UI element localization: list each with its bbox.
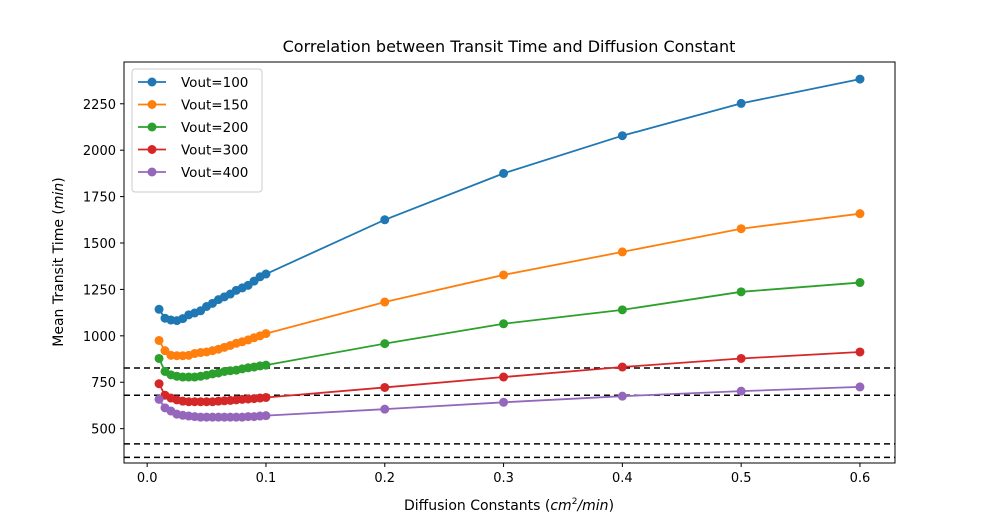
- series-5: [154, 382, 865, 422]
- legend-marker: [147, 122, 157, 132]
- data-point: [261, 392, 271, 402]
- x-tick-label: 0.3: [493, 471, 514, 486]
- x-axis-label: Diffusion Constants (cm2/min): [404, 497, 614, 514]
- data-point: [736, 98, 746, 108]
- axes: 0.0 0.1 0.2 0.3 0.4 0.5 0.6 500 750 1000 1250 1500 1…: [83, 98, 870, 486]
- legend-marker: [147, 167, 157, 177]
- y-tick-label: 500: [91, 423, 116, 438]
- series-2: [154, 209, 865, 361]
- data-point: [154, 304, 164, 314]
- legend-label: Vout=400: [181, 165, 248, 181]
- series-1: [154, 74, 865, 326]
- data-point: [855, 347, 865, 357]
- data-point: [380, 382, 390, 392]
- data-point: [736, 386, 746, 396]
- legend-label: Vout=200: [181, 120, 248, 136]
- data-point: [261, 360, 271, 370]
- legend-label: Vout=100: [181, 75, 248, 91]
- y-tick-label: 1000: [83, 330, 116, 345]
- data-point: [380, 339, 390, 349]
- legend-item: Vout=200: [138, 120, 248, 136]
- data-point: [617, 305, 627, 315]
- data-point: [736, 287, 746, 297]
- data-point: [154, 353, 164, 363]
- legend-box: [131, 68, 263, 193]
- legend-label: Vout=150: [181, 98, 248, 114]
- x-tick-label: 0.4: [612, 471, 633, 486]
- data-point: [261, 411, 271, 421]
- data-point: [499, 372, 509, 382]
- data-point: [617, 362, 627, 372]
- data-point: [855, 278, 865, 288]
- data-point: [154, 379, 164, 389]
- x-tick-label: 0.0: [137, 471, 158, 486]
- y-tick-label: 750: [91, 376, 116, 391]
- series-group: [154, 74, 865, 422]
- legend: Vout=100 Vout=150 Vout=200 Vout=300 Vout=400: [131, 68, 263, 193]
- data-point: [736, 224, 746, 234]
- reference-lines: [124, 367, 895, 459]
- data-point: [261, 329, 271, 339]
- x-tick-label: 0.2: [374, 471, 395, 486]
- data-point: [617, 247, 627, 257]
- chart-title: Correlation between Transit Time and Dif…: [283, 37, 736, 56]
- data-point: [499, 168, 509, 178]
- data-point: [855, 209, 865, 219]
- x-tick-label: 0.5: [731, 471, 752, 486]
- data-point: [380, 215, 390, 225]
- legend-marker: [147, 100, 157, 109]
- data-point: [617, 391, 627, 401]
- x-tick-label: 0.1: [256, 471, 277, 486]
- legend-marker: [147, 145, 157, 154]
- legend-item: Vout=400: [138, 165, 248, 181]
- y-tick-label: 2250: [83, 98, 116, 113]
- x-tick-label: 0.6: [850, 471, 871, 486]
- y-tick-label: 1250: [83, 283, 116, 298]
- legend-item: Vout=100: [138, 75, 248, 91]
- y-tick-label: 2000: [83, 144, 116, 159]
- legend-marker: [147, 77, 157, 87]
- legend-item: Vout=300: [138, 143, 248, 159]
- data-point: [617, 131, 627, 141]
- legend-item: Vout=150: [138, 98, 248, 114]
- data-point: [855, 74, 865, 84]
- data-point: [736, 353, 746, 363]
- data-point: [154, 394, 164, 404]
- plot-frame: [123, 61, 896, 464]
- legend-label: Vout=300: [181, 143, 248, 159]
- y-axis-label: Mean Transit Time (min): [51, 177, 67, 346]
- data-point: [499, 270, 509, 280]
- data-point: [261, 269, 271, 279]
- y-tick-label: 1750: [83, 191, 116, 206]
- data-point: [380, 297, 390, 307]
- data-point: [380, 404, 390, 414]
- series-4: [154, 347, 865, 407]
- series-3: [154, 278, 865, 382]
- y-tick-label: 1500: [83, 237, 116, 252]
- data-point: [855, 382, 865, 392]
- data-point: [154, 335, 164, 345]
- data-point: [499, 319, 509, 329]
- data-point: [499, 397, 509, 407]
